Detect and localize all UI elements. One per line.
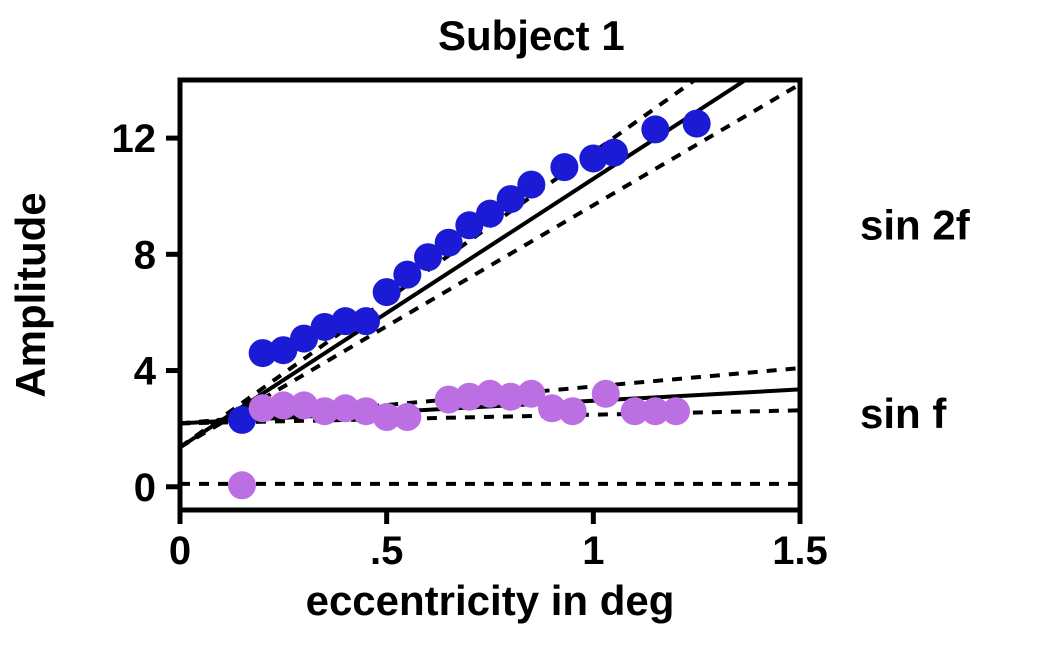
y-tick-label: 8	[134, 233, 156, 277]
scatter-chart: 0 .5 1 1.5 0 4 8 12 Subject 1 eccentricity in deg…	[0, 0, 1050, 662]
chart-title: Subject 1	[438, 12, 625, 59]
plot-frame	[180, 80, 800, 510]
y-axis-label: Amplitude	[7, 192, 54, 397]
sin f-point	[662, 397, 690, 425]
sin 2f-point	[641, 115, 669, 143]
x-tick-label: 1.5	[772, 529, 828, 573]
series-label-sin 2f: sin 2f	[860, 201, 971, 248]
sin 2f-point	[683, 110, 711, 138]
sin f-point	[559, 397, 587, 425]
x-axis-label: eccentricity in deg	[306, 577, 675, 624]
sin f-point	[228, 471, 256, 499]
series-label-sin f: sin f	[860, 390, 947, 437]
y-tick-label: 12	[112, 117, 157, 161]
sin f-point	[393, 403, 421, 431]
y-tick-label: 0	[134, 466, 156, 510]
x-tick-label: 0	[169, 529, 191, 573]
x-tick-label: .5	[370, 529, 403, 573]
sin f-point	[592, 380, 620, 408]
sin 2f-point	[550, 153, 578, 181]
sin 2f-point	[517, 171, 545, 199]
y-tick-label: 4	[134, 350, 157, 394]
sin 2f-point	[600, 139, 628, 167]
x-tick-label: 1	[582, 529, 604, 573]
sin 2f-point	[352, 307, 380, 335]
